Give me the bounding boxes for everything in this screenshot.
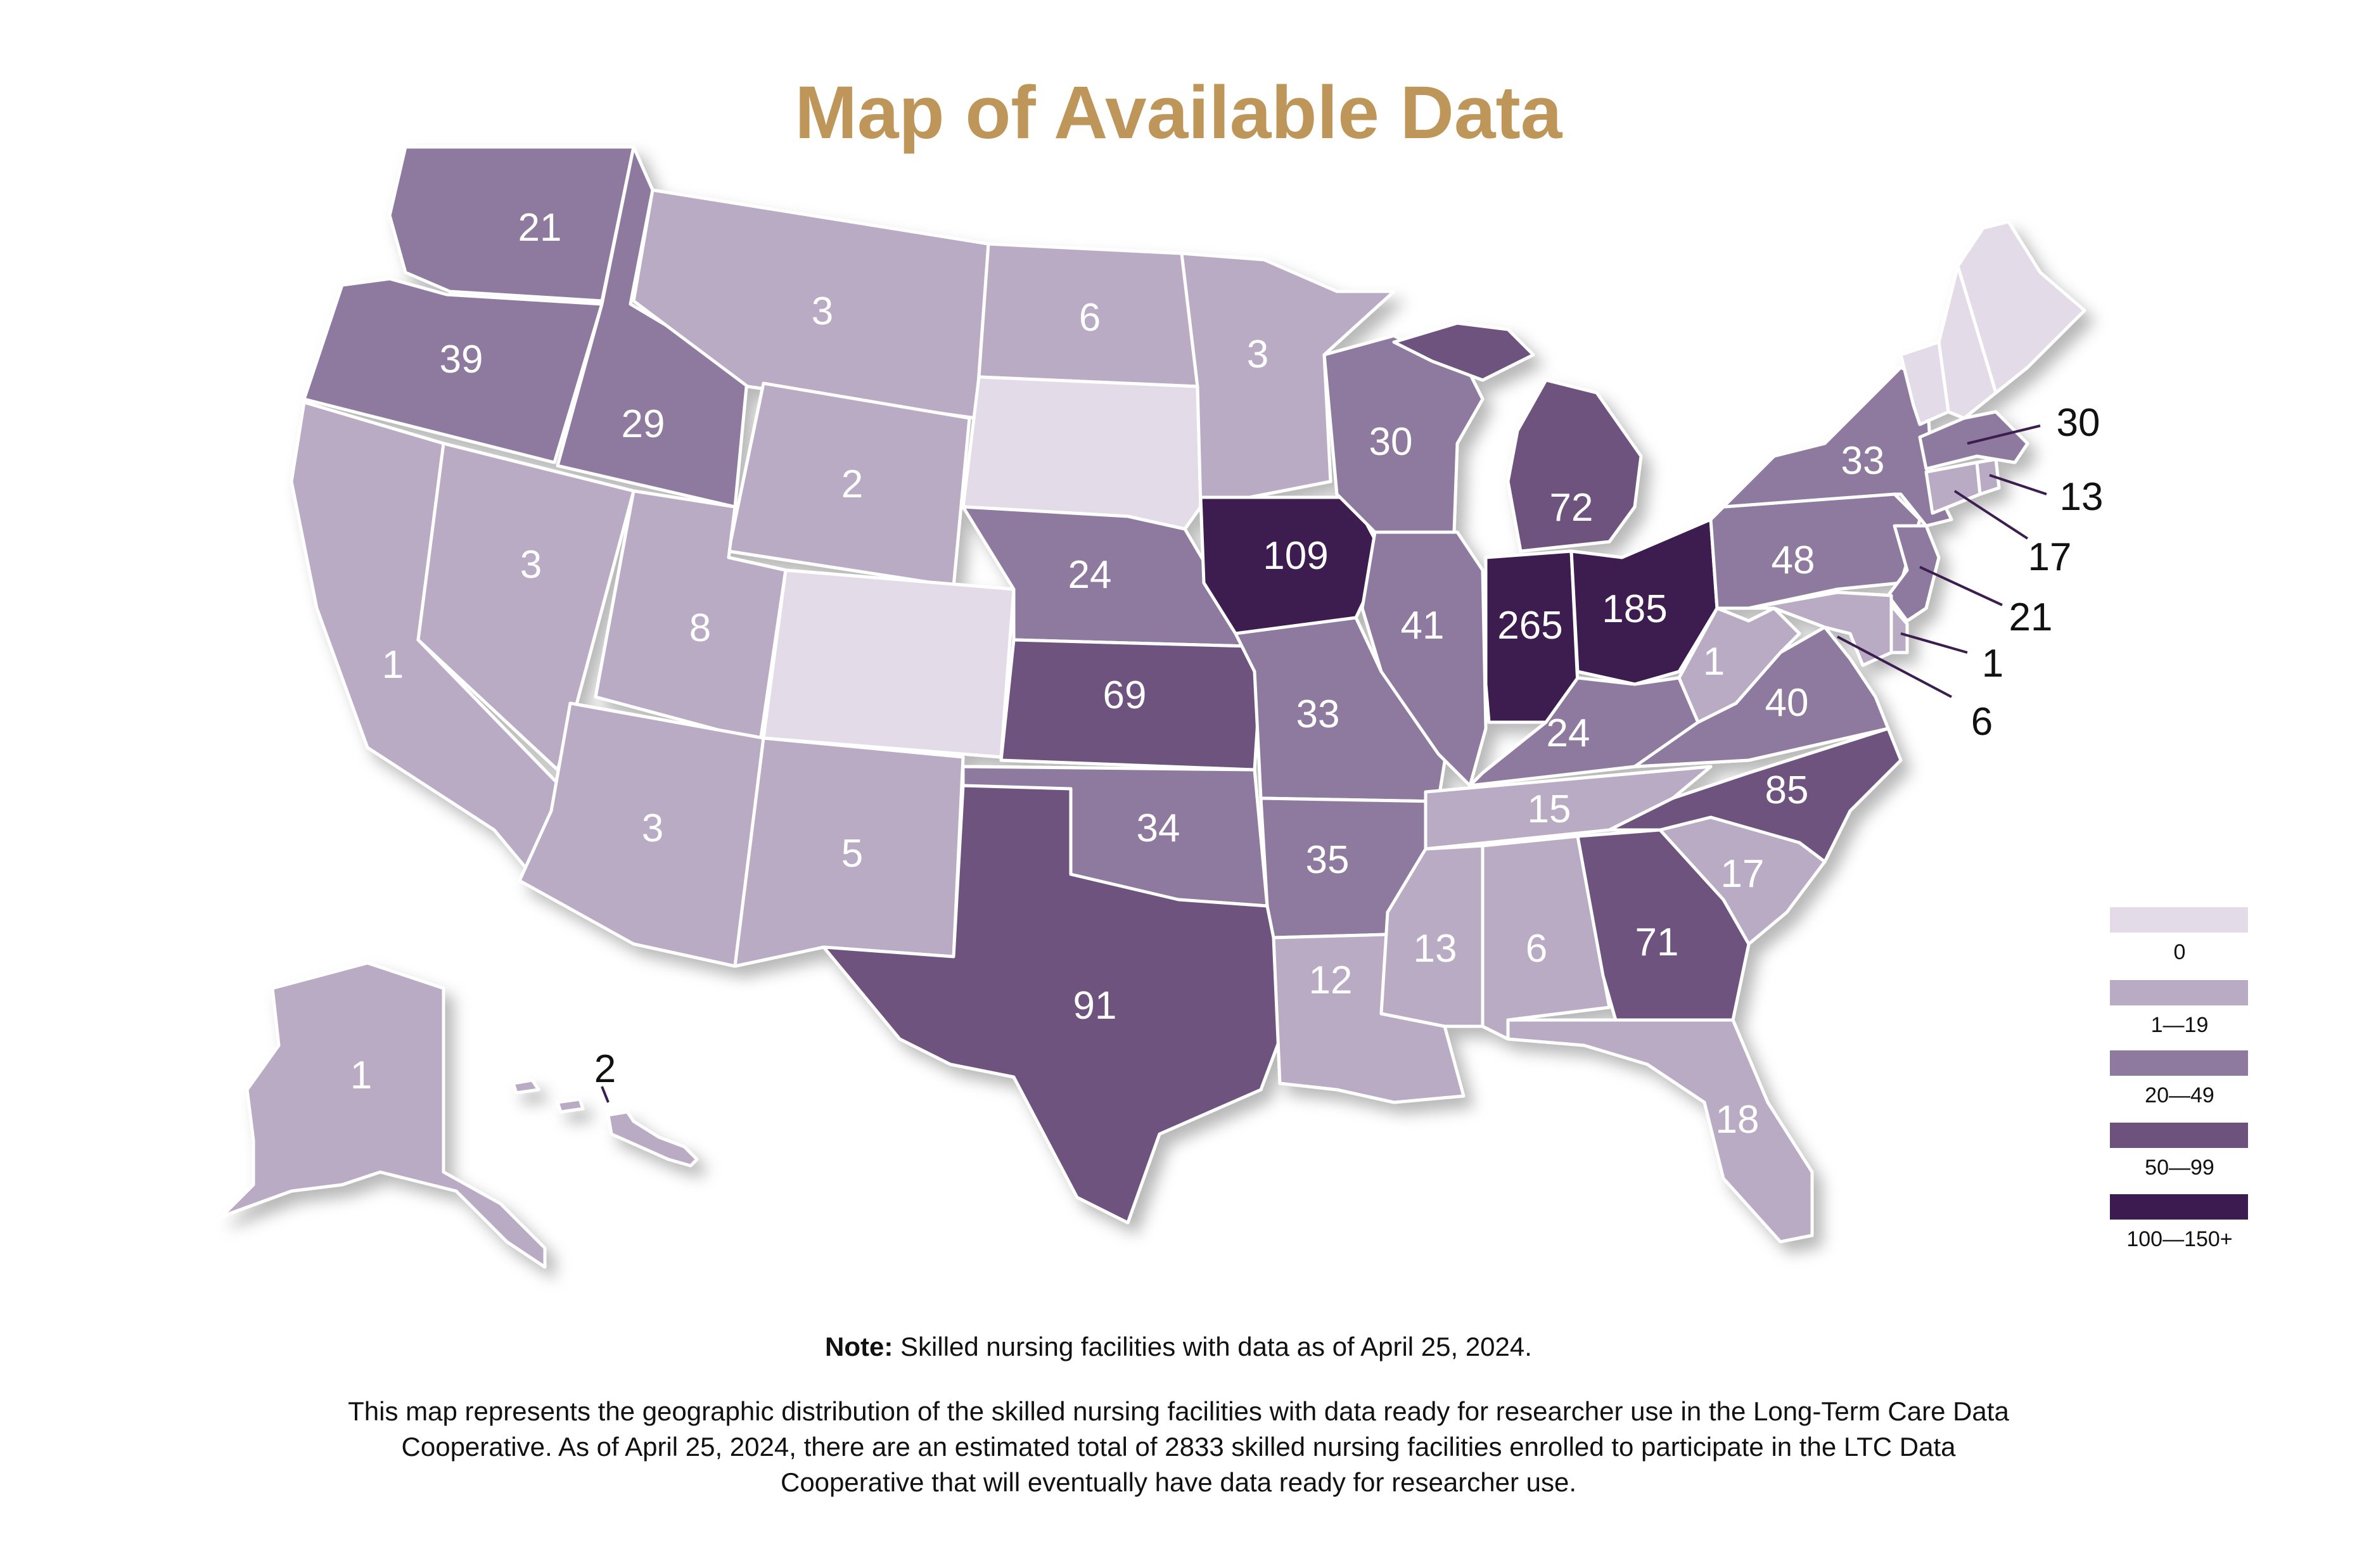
state-PA[interactable]: [1709, 492, 1922, 610]
state-TX[interactable]: [822, 784, 1282, 1225]
state-value-TN: 15: [1528, 787, 1571, 831]
state-value-IA: 109: [1263, 534, 1328, 578]
state-value-MT: 3: [812, 290, 833, 333]
state-MA[interactable]: [1918, 410, 2029, 471]
state-value-CA: 1: [382, 643, 404, 687]
state-SD[interactable]: [961, 375, 1203, 531]
legend-swatch: [2110, 1194, 2248, 1220]
state-OR[interactable]: [302, 277, 604, 464]
state-value-ND: 6: [1079, 296, 1101, 340]
state-value-SC: 17: [1721, 852, 1765, 896]
state-value-NC: 85: [1765, 768, 1809, 812]
state-WV[interactable]: [1677, 606, 1801, 724]
note-label: Note:: [825, 1332, 893, 1361]
state-value-OR: 39: [440, 338, 483, 381]
state-value-MD: 6: [1971, 700, 1993, 744]
state-value-OK: 34: [1137, 806, 1180, 850]
legend-swatch: [2110, 907, 2248, 933]
legend-label: 1—19: [2150, 1013, 2209, 1037]
state-value-RI: 13: [2060, 475, 2104, 519]
state-value-IN: 265: [1497, 604, 1562, 647]
state-AK[interactable]: [220, 961, 547, 1269]
note: Note: Skilled nursing facilities with da…: [0, 1332, 2357, 1362]
state-value-VA: 40: [1765, 681, 1809, 725]
state-NC[interactable]: [1607, 727, 1903, 864]
state-value-WY: 2: [841, 462, 863, 506]
state-value-AK: 1: [350, 1054, 372, 1097]
legend-label: 50—99: [2145, 1156, 2214, 1180]
state-HI[interactable]: [511, 1078, 699, 1168]
state-value-FL: 18: [1716, 1098, 1760, 1142]
legend-swatch: [2110, 980, 2248, 1005]
state-value-CT: 17: [2028, 535, 2072, 579]
legend-label: 20—49: [2145, 1083, 2214, 1107]
state-value-MI: 72: [1550, 486, 1594, 530]
state-value-WV: 1: [1703, 640, 1725, 684]
state-value-DE: 1: [1982, 642, 2003, 685]
state-value-PA: 48: [1772, 539, 1815, 582]
legend-label: 0: [2173, 940, 2186, 964]
legend-label: 100—150+: [2126, 1227, 2233, 1251]
state-value-TX: 91: [1073, 984, 1117, 1028]
state-NJ[interactable]: [1886, 524, 1941, 623]
state-FL[interactable]: [1506, 1018, 1814, 1244]
legend-swatch: [2110, 1123, 2248, 1148]
callout-leaders: [601, 424, 2047, 1103]
state-NY[interactable]: [1721, 366, 1953, 528]
state-value-ID: 29: [622, 402, 665, 446]
state-MI[interactable]: [1392, 321, 1643, 553]
state-CO[interactable]: [762, 568, 1016, 759]
state-value-NE: 24: [1068, 553, 1112, 597]
state-value-AL: 6: [1526, 927, 1547, 971]
state-value-NY: 33: [1841, 439, 1885, 483]
state-value-KY: 24: [1547, 711, 1590, 755]
state-value-KS: 69: [1103, 673, 1147, 717]
state-value-WI: 30: [1369, 420, 1413, 464]
legend-swatch: [2110, 1050, 2248, 1076]
note-text: Skilled nursing facilities with data as …: [893, 1332, 1532, 1361]
state-value-WA: 21: [518, 206, 562, 250]
state-value-NJ: 21: [2009, 596, 2053, 639]
description: This map represents the geographic distr…: [348, 1396, 2009, 1497]
state-value-NV: 3: [520, 543, 542, 587]
state-value-AZ: 3: [642, 806, 663, 850]
state-value-LA: 12: [1309, 959, 1353, 1002]
state-value-OH: 185: [1602, 587, 1667, 631]
state-value-UT: 8: [689, 606, 711, 650]
state-value-MN: 3: [1247, 333, 1268, 376]
state-value-MS: 13: [1414, 927, 1457, 971]
state-value-AR: 35: [1306, 838, 1350, 882]
state-value-GA: 71: [1635, 921, 1679, 964]
state-value-NM: 5: [841, 832, 863, 876]
state-VT[interactable]: [1899, 340, 1950, 426]
map-title: Map of Available Data: [795, 71, 1562, 155]
state-WA[interactable]: [388, 145, 636, 303]
state-CT[interactable]: [1924, 461, 1982, 515]
state-value-HI: 2: [594, 1047, 616, 1091]
state-value-MO: 33: [1296, 692, 1340, 736]
state-value-MA: 30: [2057, 401, 2100, 445]
state-value-IL: 41: [1401, 604, 1445, 647]
